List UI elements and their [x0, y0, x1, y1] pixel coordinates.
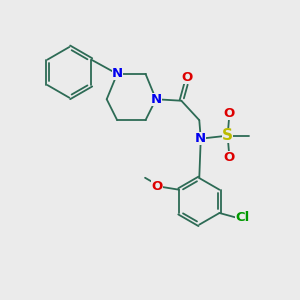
- Text: N: N: [112, 68, 123, 80]
- Text: N: N: [195, 132, 206, 145]
- Text: O: O: [181, 71, 192, 84]
- Text: N: N: [150, 93, 161, 106]
- Text: O: O: [152, 180, 163, 193]
- Text: O: O: [224, 151, 235, 164]
- Text: S: S: [222, 128, 233, 143]
- Text: O: O: [224, 107, 235, 120]
- Text: Cl: Cl: [235, 211, 250, 224]
